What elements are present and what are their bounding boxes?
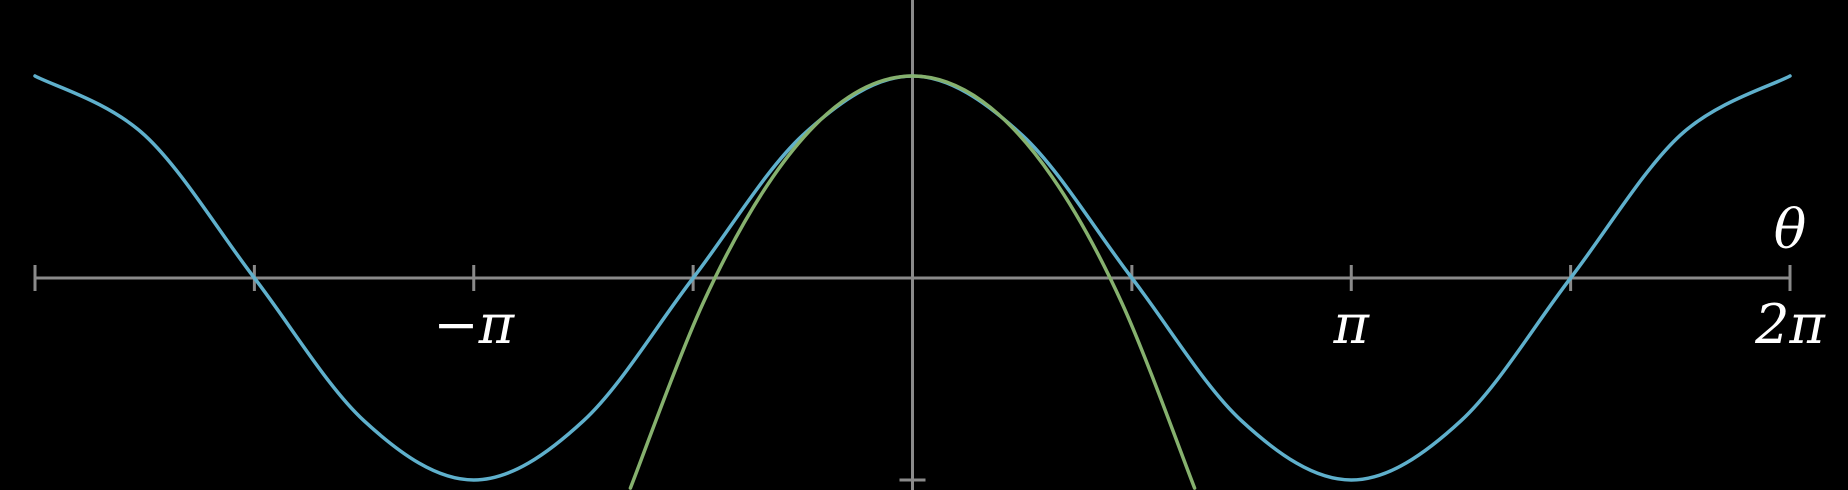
axes — [33, 0, 1792, 490]
series-line-1 — [628, 74, 1197, 490]
x-tick-label-2: 2π — [1754, 293, 1826, 356]
tick-labels: −π π 2π θ — [433, 198, 1826, 356]
x-tick-label-0: −π — [433, 293, 515, 356]
series-lines — [33, 74, 1792, 490]
x-axis-label: θ — [1774, 198, 1807, 261]
x-tick-label-1: π — [1333, 293, 1371, 356]
